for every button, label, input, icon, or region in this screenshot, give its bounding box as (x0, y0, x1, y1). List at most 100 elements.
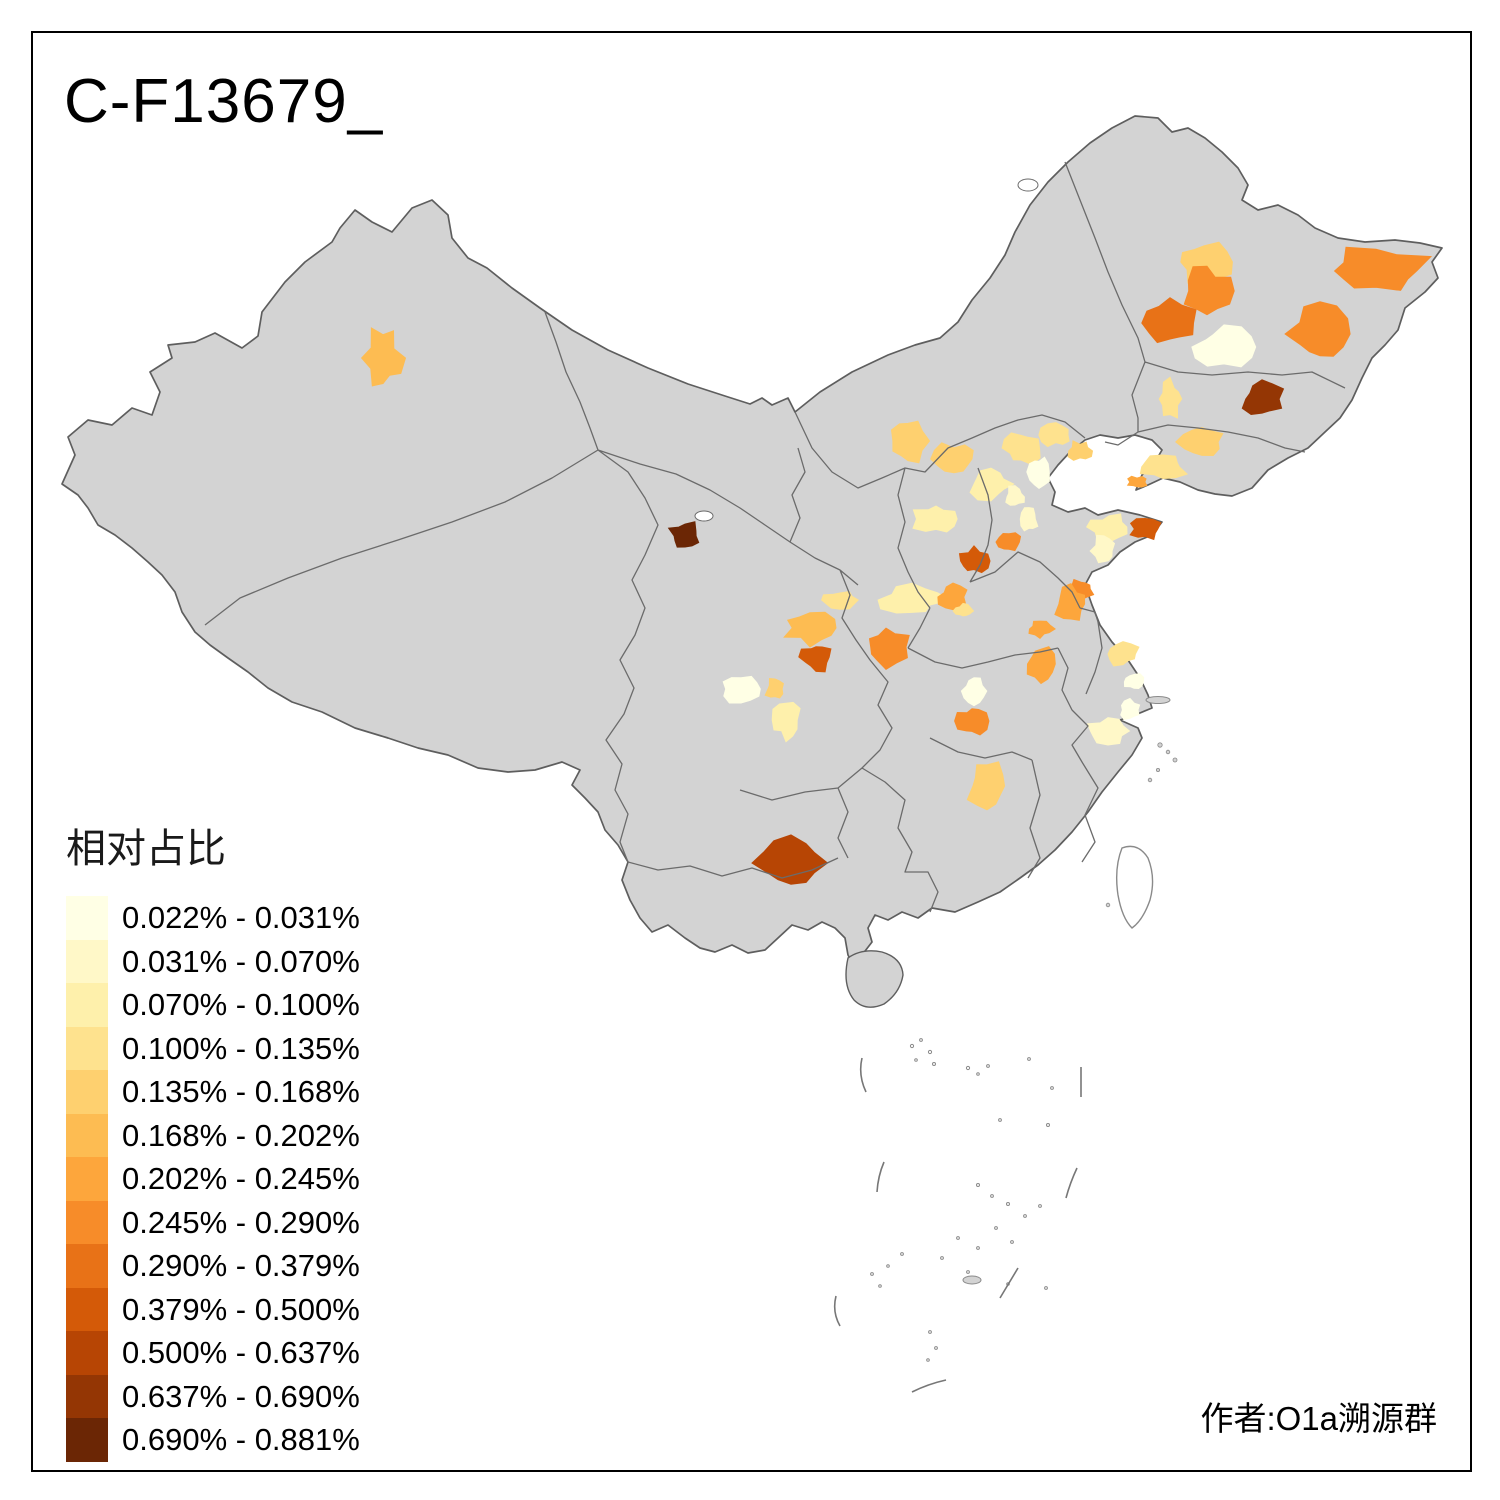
map-region (1067, 440, 1094, 461)
legend-label: 0.690% - 0.881% (122, 1422, 360, 1457)
map-region (783, 611, 837, 648)
legend-row: 0.379% - 0.500% (66, 1287, 360, 1331)
map-region (960, 677, 988, 707)
attribution-text: 作者:O1a溯源群 (1200, 1400, 1437, 1437)
china-outline (61, 115, 1443, 969)
hainan-island (845, 950, 904, 1008)
legend-row: 0.245% - 0.290% (66, 1200, 360, 1244)
map-region (798, 646, 832, 673)
legend-row: 0.168% - 0.202% (66, 1113, 360, 1157)
map-region (1089, 534, 1116, 564)
legend-title: 相对占比 (66, 827, 226, 871)
map-region (1126, 475, 1148, 488)
legend-row: 0.070% - 0.100% (66, 983, 360, 1027)
legend-row: 0.500% - 0.637% (66, 1331, 360, 1375)
map-region (1333, 246, 1433, 291)
map-region (1038, 422, 1070, 448)
map-region (1028, 620, 1056, 639)
map-region (1005, 485, 1025, 506)
map-region (912, 505, 958, 533)
map-region (1054, 582, 1086, 621)
legend-row: 0.100% - 0.135% (66, 1026, 360, 1070)
page-title: C-F13679_ (64, 67, 384, 136)
legend-rows: 0.022% - 0.031% 0.031% - 0.070% 0.070% - 0… (66, 896, 360, 1462)
south-china-sea-islets (870, 1038, 1054, 1362)
map-region (1107, 641, 1140, 667)
taiwan-island (1115, 845, 1154, 929)
map-region (1241, 379, 1285, 416)
map-region (764, 677, 784, 699)
map-region (966, 761, 1006, 811)
map-region (771, 701, 801, 743)
legend-swatch (66, 939, 108, 983)
legend-label: 0.100% - 0.135% (122, 1030, 360, 1066)
legend: 相对占比 0.022% - 0.031% 0.031% - 0.070% 0.070… (66, 816, 360, 1462)
map-region (995, 532, 1022, 552)
legend-swatch (66, 1113, 108, 1157)
legend-label: 0.379% - 0.500% (122, 1291, 360, 1327)
legend-swatch (66, 1157, 108, 1201)
legend-row: 0.135% - 0.168% (66, 1070, 360, 1114)
map-region (958, 545, 991, 574)
map-region (1086, 717, 1131, 746)
legend-label: 0.290% - 0.379% (122, 1248, 360, 1283)
legend-swatch (66, 1244, 108, 1288)
map-region (1141, 297, 1197, 344)
legend-row: 0.290% - 0.379% (66, 1244, 360, 1288)
map-region (1026, 646, 1056, 685)
legend-swatch (66, 1374, 108, 1418)
legend-label: 0.202% - 0.245% (122, 1161, 360, 1196)
nine-dash-line (833, 1057, 1082, 1393)
colored-regions-group (360, 241, 1433, 885)
legend-label: 0.500% - 0.637% (122, 1335, 360, 1370)
legend-label: 0.135% - 0.168% (122, 1074, 360, 1109)
legend-swatch (66, 983, 108, 1027)
map-region (360, 327, 407, 387)
map-region (890, 420, 931, 464)
map-region (1129, 517, 1162, 541)
province-borders (204, 161, 1346, 913)
legend-swatch (66, 1418, 108, 1462)
map-region (1158, 376, 1183, 419)
map-region (877, 582, 952, 614)
legend-row: 0.637% - 0.690% (66, 1374, 360, 1418)
spratly-islet (962, 1275, 982, 1285)
map-region (1175, 427, 1224, 457)
map-region (1123, 673, 1145, 690)
map-region (1019, 507, 1039, 532)
map-region (1139, 454, 1189, 480)
hulun-lake (1017, 178, 1039, 192)
legend-label: 0.168% - 0.202% (122, 1117, 360, 1153)
qinghai-lake (694, 510, 714, 522)
legend-label: 0.637% - 0.690% (122, 1378, 360, 1414)
legend-row: 0.202% - 0.245% (66, 1157, 360, 1201)
map-region (868, 627, 910, 671)
legend-swatch (66, 1200, 108, 1244)
figure-frame (31, 31, 1472, 1472)
zhoushan-islets (1105, 742, 1178, 908)
map-region (1191, 324, 1257, 368)
legend-swatch (66, 1287, 108, 1331)
legend-swatch (66, 896, 108, 940)
map-region (930, 442, 974, 474)
map-region (1026, 456, 1050, 490)
legend-row: 0.022% - 0.031% (66, 896, 360, 940)
legend-swatch (66, 1026, 108, 1070)
legend-row: 0.690% - 0.881% (66, 1418, 360, 1462)
legend-swatch (66, 1331, 108, 1375)
map-region (1284, 301, 1351, 357)
map-region (722, 675, 761, 704)
map-region (954, 708, 990, 736)
legend-row: 0.031% - 0.070% (66, 939, 360, 983)
legend-label: 0.031% - 0.070% (122, 943, 360, 979)
map-region (1183, 265, 1235, 316)
map-region (1120, 697, 1141, 720)
legend-swatch (66, 1070, 108, 1114)
legend-label: 0.070% - 0.100% (122, 987, 360, 1022)
chongming-island (1145, 696, 1171, 704)
map-region (952, 602, 975, 617)
map-region (667, 521, 700, 548)
legend-label: 0.245% - 0.290% (122, 1204, 360, 1240)
